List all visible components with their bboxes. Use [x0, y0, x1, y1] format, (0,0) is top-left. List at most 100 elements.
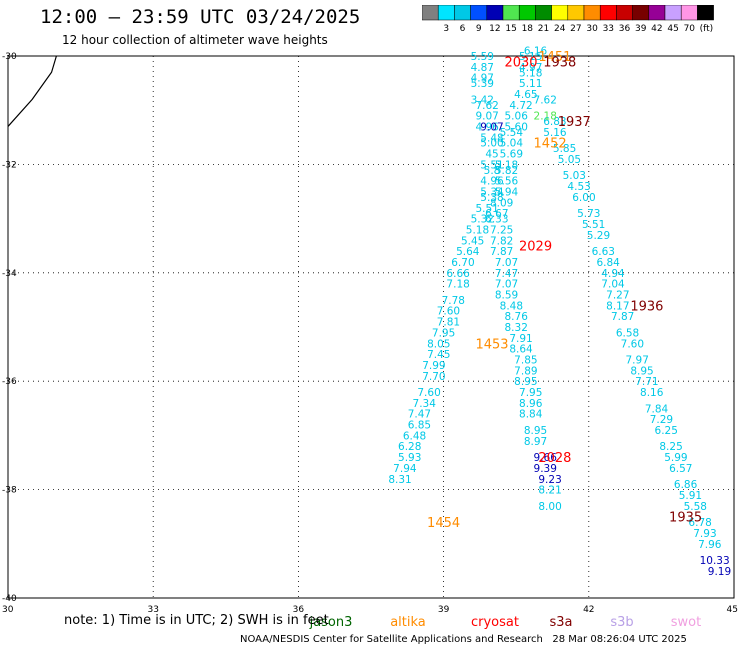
- wave-height-value: 8.95: [514, 376, 537, 388]
- colorbar-label: 30: [586, 24, 598, 34]
- wave-height-value: 6.58: [616, 327, 639, 339]
- colorbar-label: 3: [443, 24, 449, 34]
- wave-height-value: 5.94: [495, 187, 519, 199]
- wave-height-value: 4.97: [519, 62, 542, 74]
- wave-height-value: 7.82: [490, 235, 513, 247]
- wave-height-value: 7.89: [514, 365, 537, 377]
- wave-height-value: 5.15: [519, 51, 542, 63]
- pass-time-label: 2030: [504, 55, 537, 70]
- wave-height-value: 8.09: [490, 197, 513, 209]
- wave-height-value: 7.84: [645, 403, 669, 415]
- wave-height-value: 5.39: [471, 78, 494, 90]
- wave-height-value: 8.17: [606, 300, 629, 312]
- colorbar-label: 42: [651, 24, 662, 34]
- wave-height-value: 5.18: [466, 224, 489, 236]
- wave-height-value: 5.82: [495, 165, 518, 177]
- wave-height-value: 6.70: [451, 257, 474, 269]
- wave-height-value: 5.04: [500, 138, 524, 150]
- wave-height-value: 5.45: [461, 235, 484, 247]
- wave-height-value: 5.99: [664, 452, 687, 464]
- wave-height-value: 7.25: [490, 224, 513, 236]
- pass-time-label: 1936: [630, 299, 663, 314]
- colorbar-label: 12: [489, 24, 500, 34]
- pass-time-label: 1454: [427, 516, 460, 531]
- wave-height-value: 9.07: [480, 121, 503, 133]
- wave-height-value: 6.86: [674, 479, 698, 491]
- colorbar-swatch: [697, 5, 714, 21]
- pass-time-label: 1453: [475, 337, 508, 352]
- wave-height-value: 5.85: [553, 143, 576, 155]
- wave-height-value: 7.99: [422, 360, 445, 372]
- wave-height-value: 8.96: [519, 398, 543, 410]
- wave-height-value: 4.65: [514, 89, 537, 101]
- wave-height-value: 7.71: [635, 376, 658, 388]
- colorbar-label: 70: [684, 24, 696, 34]
- wave-height-value: 6.78: [688, 517, 711, 529]
- wave-height-value: 7.96: [698, 539, 722, 551]
- coastline: [7, 55, 57, 127]
- wave-height-value: 5.18: [495, 159, 518, 171]
- wave-height-value: 8.31: [388, 474, 411, 486]
- y-tick-label: -38: [2, 486, 17, 496]
- wave-height-value: 5.8: [484, 165, 501, 177]
- wave-height-value: 9.23: [538, 474, 561, 486]
- satellite-legend-cryosat: cryosat: [471, 615, 519, 630]
- x-tick-label: 45: [727, 605, 738, 615]
- y-tick-label: -34: [2, 269, 17, 279]
- wave-height-value: 7.70: [422, 371, 445, 383]
- wave-height-value: 8.97: [524, 436, 547, 448]
- wave-height-value: 5.29: [587, 230, 610, 242]
- wave-height-value: 8.16: [640, 387, 664, 399]
- satellite-legend-s3b: s3b: [610, 615, 633, 630]
- wave-height-value: 6.63: [592, 246, 615, 258]
- wave-height-value: 9.19: [708, 566, 731, 578]
- wave-height-value: 45: [485, 149, 498, 161]
- wave-height-value: 5.56: [495, 176, 519, 188]
- wave-height-value: 4.96: [475, 121, 499, 133]
- colorbar-label: 6: [460, 24, 466, 34]
- pass-time-label: 1935: [669, 511, 702, 526]
- wave-height-value: 5.91: [679, 490, 702, 502]
- wave-height-value: 8.48: [500, 300, 523, 312]
- wave-height-value: 5.60: [505, 121, 528, 133]
- wave-height-value: 4.97: [471, 73, 494, 85]
- colorbar-label: 24: [554, 24, 566, 34]
- wave-height-value: 5.00: [480, 138, 503, 150]
- wave-height-value: 8.00: [538, 501, 561, 513]
- wave-height-value: 5.48: [480, 132, 503, 144]
- wave-height-value: 8.59: [495, 289, 518, 301]
- wave-height-value: 8.05: [427, 338, 450, 350]
- wave-height-value: 5.59: [471, 51, 494, 63]
- pass-time-label: 1452: [534, 137, 567, 152]
- wave-height-value: 6.48: [403, 430, 426, 442]
- satellite-legend-swot: swot: [671, 615, 701, 630]
- wave-height-value: 7.94: [393, 463, 417, 475]
- wave-height-value: 7.97: [626, 355, 649, 367]
- wave-height-value: 6.85: [408, 420, 431, 432]
- wave-height-value: 5.16: [543, 127, 567, 139]
- colorbar-label: 15: [505, 24, 516, 34]
- satellite-legend-jason3: jason3: [309, 615, 353, 630]
- colorbar-label: 36: [619, 24, 631, 34]
- wave-height-value: 7.34: [413, 398, 437, 410]
- wave-height-value: 5.51: [582, 219, 605, 231]
- wave-height-value: 7.29: [650, 414, 673, 426]
- wave-height-value: 6.66: [446, 268, 470, 280]
- wave-height-value: 5.11: [519, 78, 542, 90]
- credit-line: NOAA/NESDIS Center for Satellite Applica…: [240, 634, 687, 645]
- wave-height-value: 7.07: [495, 257, 518, 269]
- wave-height-value: 6.16: [524, 46, 548, 58]
- satellite-legend-altika: altika: [390, 615, 426, 630]
- wave-height-value: 7.95: [432, 327, 455, 339]
- wave-height-value: 5.51: [480, 159, 503, 171]
- wave-height-value: 5.64: [456, 246, 480, 258]
- y-tick-label: -40: [2, 594, 17, 604]
- wave-height-value: 7.18: [446, 279, 469, 291]
- wave-height-value: 4.94: [601, 268, 625, 280]
- wave-height-value: 6.28: [398, 441, 421, 453]
- plot-frame: [7, 55, 735, 599]
- footnote: note: 1) Time is in UTC; 2) SWH is in fe…: [64, 613, 329, 628]
- wave-height-value: 10.33: [700, 555, 730, 567]
- wave-height-value: 8.32: [505, 322, 528, 334]
